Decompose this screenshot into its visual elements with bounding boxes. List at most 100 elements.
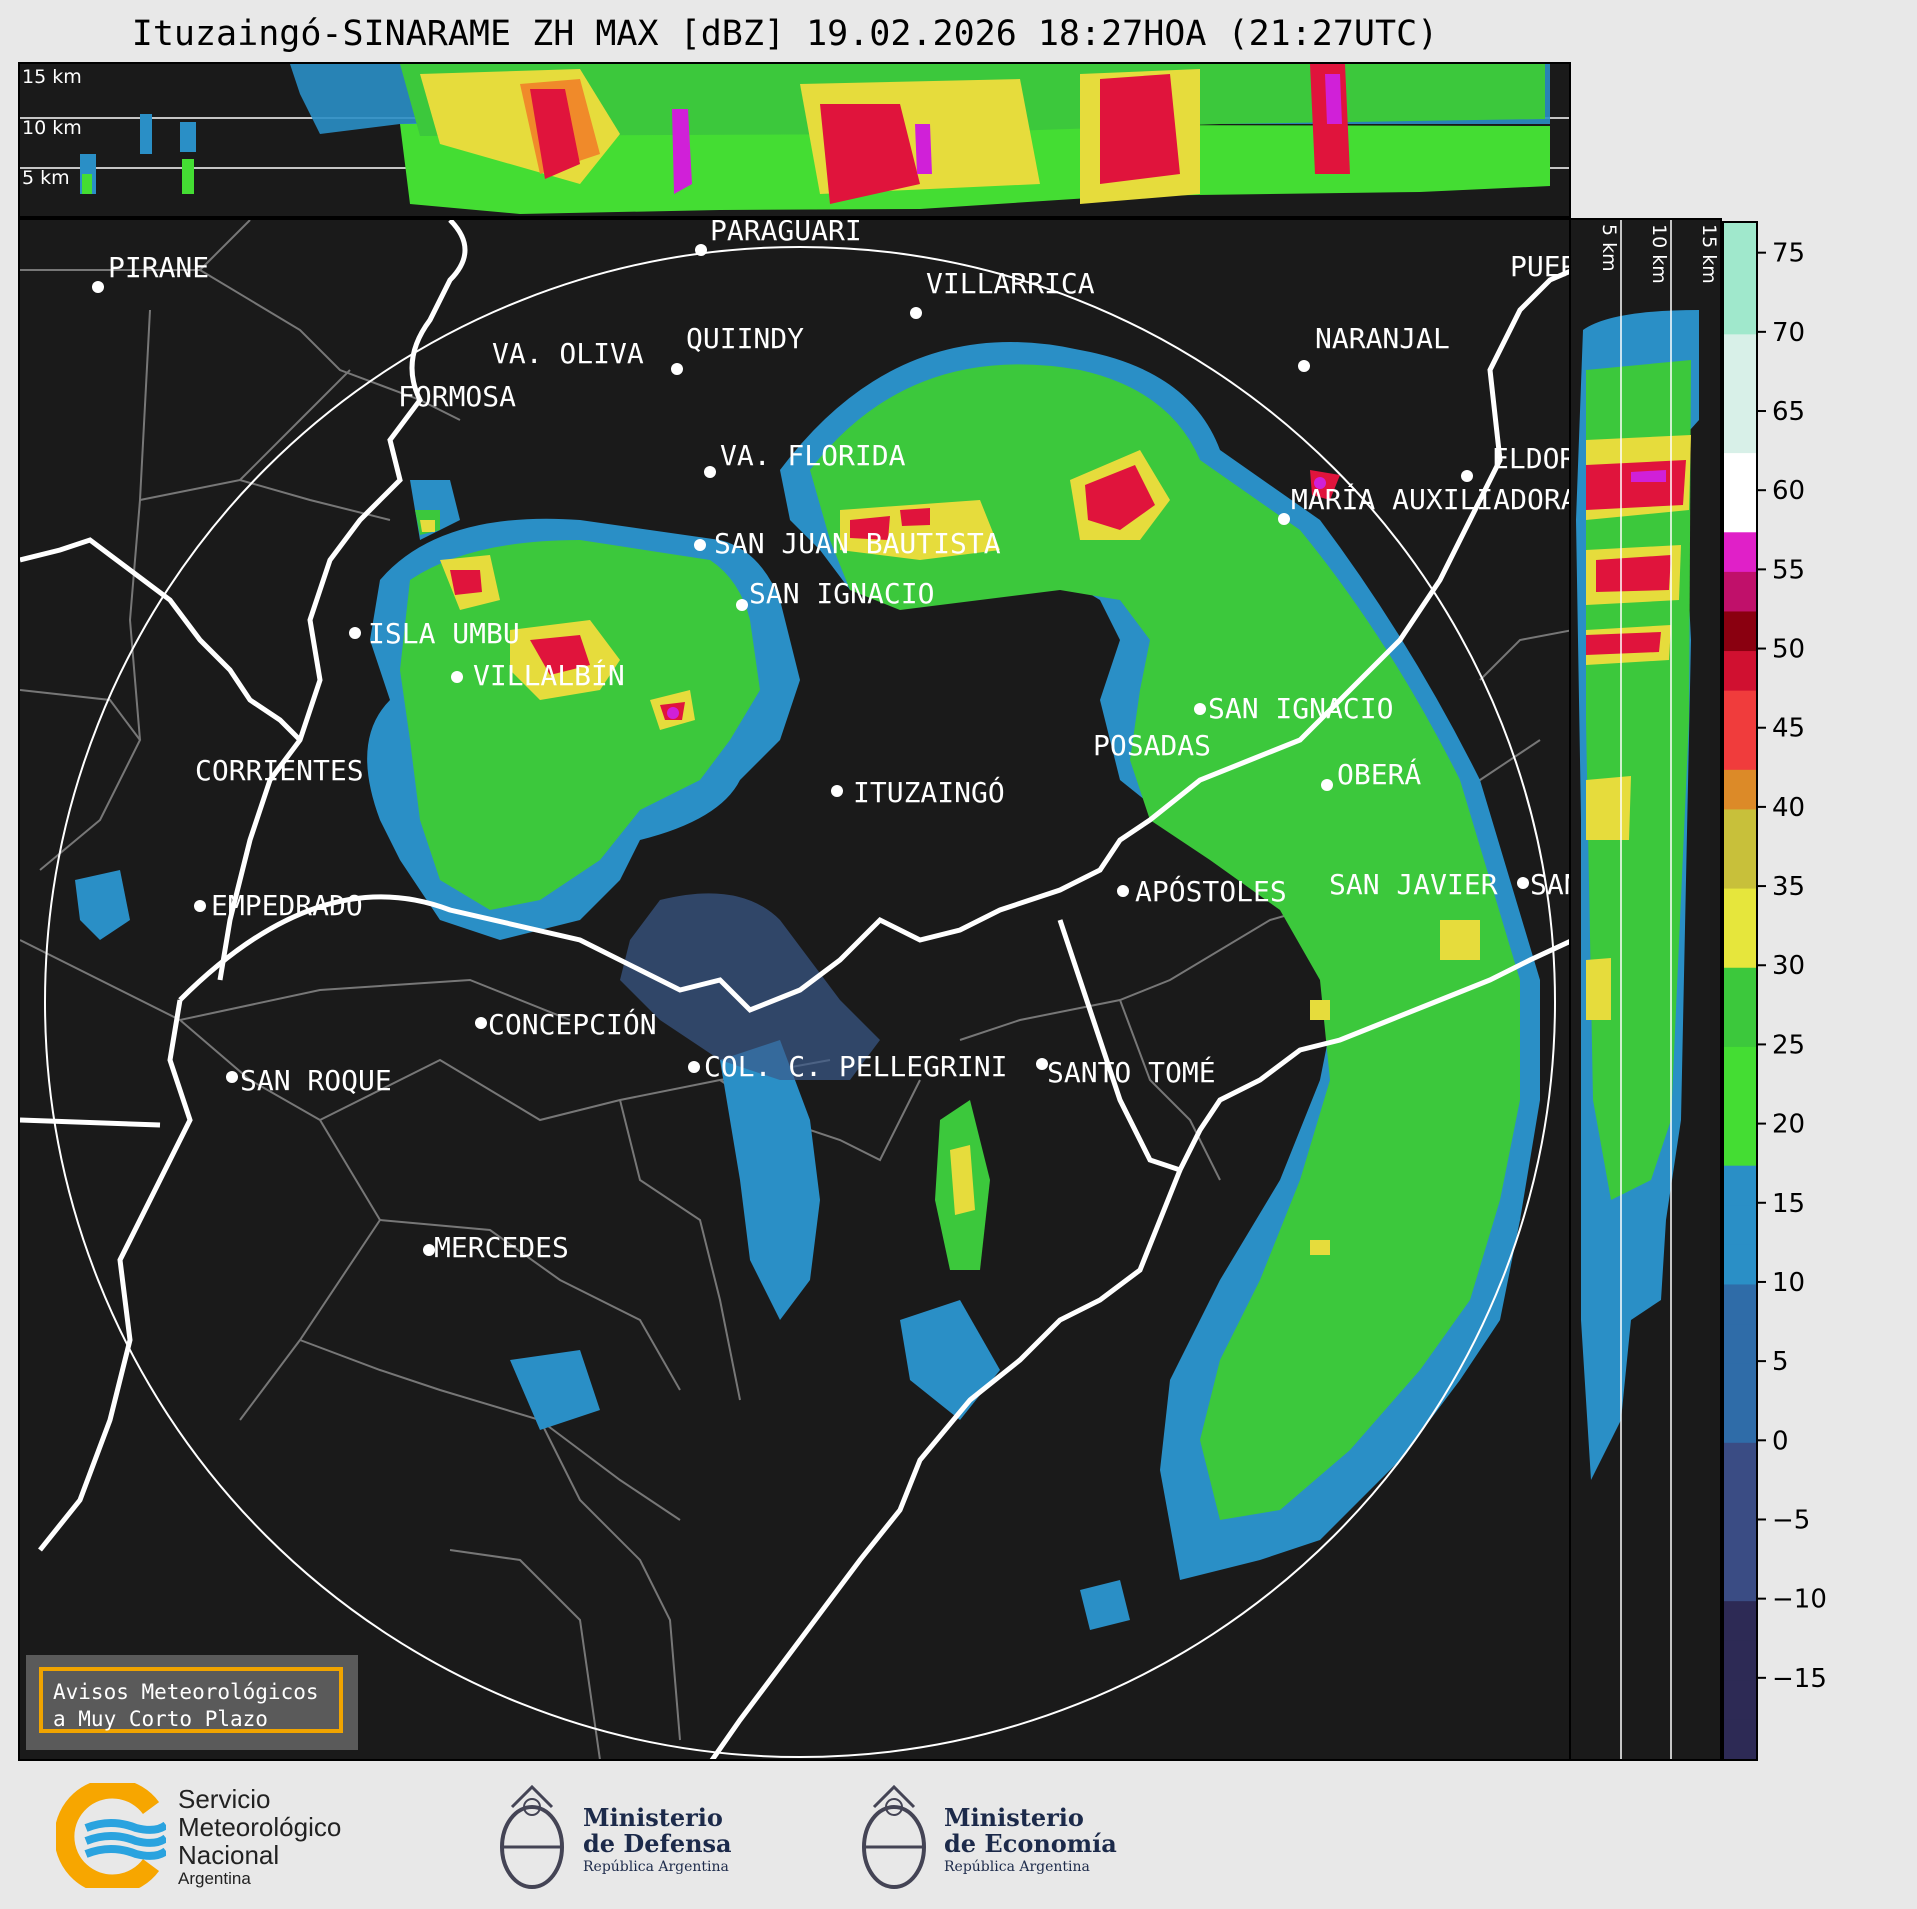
warning-box-inner: Avisos Meteorológicos a Muy Corto Plazo [39,1667,343,1733]
colorbar-segment [1724,729,1756,770]
echo-south-yellow [950,1145,975,1215]
defensa-line-3: República Argentina [583,1859,729,1875]
city-label-eldorado: ELDORADO [1492,442,1571,475]
city-label-posadas: POSADAS [1093,729,1211,762]
top-echo-small-green2 [82,174,92,194]
city-label-pirane: PIRANE [108,251,209,284]
colorbar-segment [1724,1086,1756,1127]
city-label-puerto: PUERTO [1510,250,1571,283]
side-echo-yellow4 [1586,776,1631,840]
colorbar-tick-label: 55 [1772,555,1805,585]
city-label-va-oliva: VA. OLIVA [492,337,644,370]
top-echo-red2 [820,104,920,204]
colorbar-tick-label: 65 [1772,397,1805,427]
colorbar-tick-label: 5 [1772,1347,1789,1377]
colorbar-tick-label: 35 [1772,872,1805,902]
economia-line-1: Ministerio [944,1803,1084,1832]
city-label-va-florida: VA. FLORIDA [720,439,906,472]
city-label-apostoles: APÓSTOLES [1135,874,1287,908]
colorbar-tick-label: 40 [1772,793,1805,823]
top-echo-small-blue2 [180,122,196,152]
top-label-5km: 5 km [22,167,70,189]
colorbar-segment [1724,1600,1756,1641]
city-label-formosa: FORMOSA [398,380,516,413]
echo-south-blue3 [510,1350,600,1430]
top-cross-section-svg: 15 km 10 km 5 km [20,64,1569,214]
defensa-logo-text: Ministerio de Defensa República Argentin… [583,1805,732,1877]
rivers-borders [20,220,1569,1759]
economia-logo-text: Ministerio de Economía República Argenti… [944,1805,1117,1877]
radar-map[interactable]: PIRANE PARAGUARÍ VILLARRICA QUIINDY VA. … [18,218,1571,1761]
colorbar-tick-label: 20 [1772,1110,1805,1140]
echo-north-green [810,364,1520,1520]
city-label-concepcion: CONCEPCIÓN [488,1007,657,1041]
echo-west-green [400,540,760,910]
colorbar-tick-label: −5 [1772,1505,1810,1535]
echo-clutter [620,893,880,1080]
echo-north-yellow2 [840,500,1000,560]
colorbar-segment [1724,1442,1756,1483]
city-label-villarrica: VILLARRICA [926,267,1095,300]
colorbar-segment [1724,1561,1756,1602]
colorbar-segment [1724,808,1756,849]
colorbar [1722,221,1758,1761]
economia-shield-icon [862,1784,926,1889]
colorbar-segment [1724,610,1756,652]
colorbar-segment [1724,1521,1756,1562]
colorbar-segment [1724,927,1756,968]
echo-south-blue4 [1080,1580,1130,1630]
city-label-san-javier: SAN JAVIER [1329,868,1498,901]
colorbar-tick-label: −10 [1772,1585,1827,1615]
echo-west-red2 [450,570,482,595]
smn-logo-text: Servicio Meteorológico Nacional Argentin… [178,1785,341,1889]
city-dots [92,244,1529,1256]
city-labels: PIRANE PARAGUARÍ VILLARRICA QUIINDY VA. … [108,220,1571,1264]
echo-west-magenta [667,707,679,719]
footer: Servicio Meteorológico Nacional Argentin… [0,1763,1917,1909]
top-echo-small-blue [140,114,152,154]
top-label-10km: 10 km [22,117,82,139]
side-echo-magenta1 [1631,470,1666,482]
echo-formosa-yellow [420,520,435,532]
echo-naranjal-magenta [1314,477,1326,489]
smn-line-4: Argentina [178,1869,251,1888]
colorbar-tick-label: 45 [1772,714,1805,744]
colorbar-segment [1724,1719,1756,1759]
echo-west-small-blue [75,870,130,940]
colorbar-segment [1724,769,1756,810]
colorbar-tick-label: 0 [1772,1426,1789,1456]
side-cross-section-panel: 5 km 10 km 15 km [1569,218,1722,1761]
defensa-line-1: Ministerio [583,1803,723,1832]
colorbar-segment [1724,223,1756,256]
warning-box[interactable]: Avisos Meteorológicos a Muy Corto Plazo [26,1655,358,1750]
range-ring [44,246,1556,1758]
echo-west-red1 [530,635,590,675]
colorbar-segment [1724,690,1756,731]
colorbar-tick-label: −15 [1772,1664,1827,1694]
colorbar-segment [1724,967,1756,1008]
city-label-paraguari: PARAGUARÍ [710,220,862,247]
warning-line-2: a Muy Corto Plazo [53,1707,268,1731]
top-echo-magenta3 [1325,74,1342,124]
radar-map-svg: PIRANE PARAGUARÍ VILLARRICA QUIINDY VA. … [20,220,1571,1759]
city-label-san-partial: SAN [1530,868,1571,901]
defensa-shield-icon [500,1784,564,1889]
colorbar-segment [1724,888,1756,929]
echo-east-yellow3 [1310,1240,1330,1255]
colorbar-segment [1724,1402,1756,1443]
colorbar-segment [1724,413,1756,454]
colorbar-segment [1724,1125,1756,1166]
defensa-line-2: de Defensa [583,1829,732,1858]
side-cross-section-svg: 5 km 10 km 15 km [1576,220,1720,1759]
colorbar-segment [1724,571,1756,612]
city-label-ituzaingo: ITUZAINGÓ [853,775,1005,809]
colorbar-segment [1724,1046,1756,1087]
colorbar-segment [1724,650,1756,691]
city-label-villalbin: VILLALBÍN [473,658,625,692]
city-label-empedrado: EMPEDRADO [211,889,363,922]
top-echo-magenta2 [915,124,932,174]
city-label-col-c-pellegrini: COL. C. PELLEGRINI [704,1050,1007,1083]
echo-south-blue [720,1040,820,1320]
colorbar-segment [1724,1006,1756,1047]
